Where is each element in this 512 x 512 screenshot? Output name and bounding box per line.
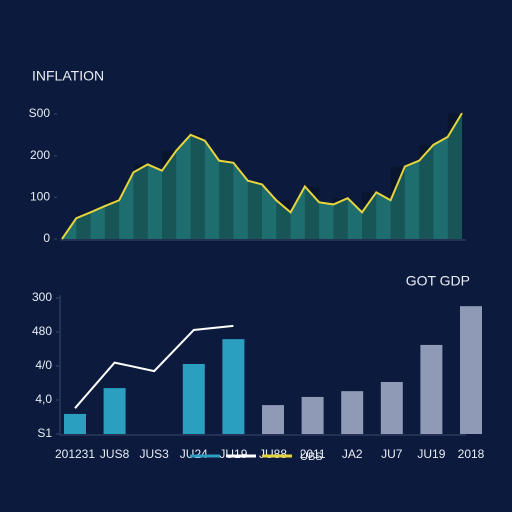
y-tick-label: 4/0 [35, 358, 52, 372]
y-tick-label: 4,0 [35, 392, 52, 406]
area-strip [419, 144, 434, 239]
bar [380, 381, 403, 434]
bar [301, 396, 324, 434]
bar [103, 388, 126, 434]
x-tick-label: JU7 [381, 447, 403, 461]
x-tick-label: 201231 [55, 447, 95, 461]
x-tick-label: JUS8 [100, 447, 130, 461]
y-tick-label: 0 [43, 231, 50, 245]
line [61, 112, 463, 240]
area-strip [390, 166, 405, 239]
area-strip [333, 198, 348, 239]
x-tick-label: JUS3 [140, 447, 170, 461]
area-strip [133, 164, 148, 239]
area-strip [362, 192, 377, 239]
x-tick-label: JU19 [417, 447, 445, 461]
x-tick-label: JU19 [219, 447, 247, 461]
x-tick-label: JU88 [259, 447, 287, 461]
x-tick-label: 2011 [300, 447, 326, 461]
area-strip [247, 180, 262, 239]
area-strip [162, 150, 177, 239]
y-tick-label: 300 [32, 290, 52, 304]
bar [64, 413, 86, 434]
area-strip [190, 134, 205, 239]
x-tick-label: 2018 [458, 447, 485, 461]
y-tick-label: 100 [30, 190, 50, 204]
y-tick-label: S1 [37, 426, 52, 440]
y-tick-label: S00 [29, 106, 51, 120]
bar [460, 306, 482, 434]
bar [420, 344, 443, 434]
chart-title: GOT GDP [406, 273, 470, 289]
x-tick-label: JA2 [342, 447, 363, 461]
area-strip [76, 212, 91, 239]
x-tick-label: JU24 [180, 447, 208, 461]
area-strip [104, 200, 120, 239]
y-tick-label: 200 [30, 148, 50, 162]
bar [341, 391, 364, 434]
area [62, 113, 462, 239]
area-strip [447, 113, 462, 239]
bar [262, 405, 284, 434]
area-strip [219, 160, 234, 239]
chart-title: INFLATION [32, 68, 104, 84]
bar [182, 363, 205, 434]
line [74, 324, 234, 409]
y-tick-label: 480 [32, 324, 52, 338]
bar [222, 339, 245, 434]
legend-label: UBS [300, 451, 323, 463]
